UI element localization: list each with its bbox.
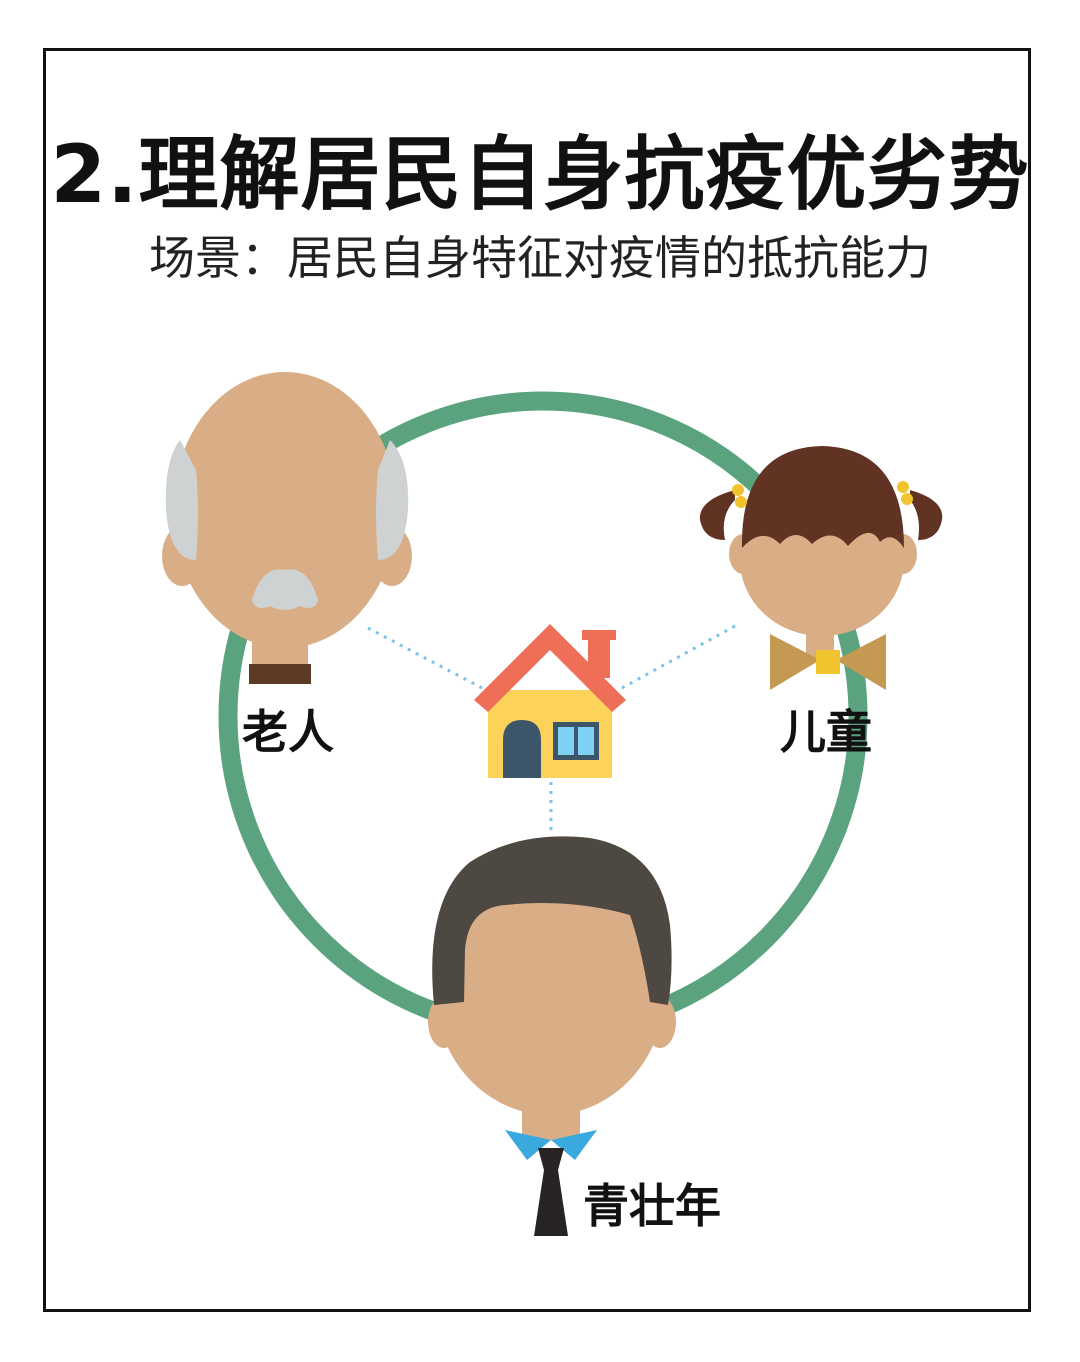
label-elder: 老人 [242, 705, 334, 759]
elder-avatar-icon [162, 372, 412, 684]
border-frame [43, 48, 1031, 1312]
connector-lines [367, 624, 736, 832]
page-title: 2.理解居民自身抗疫优劣势 [50, 128, 1030, 221]
label-child: 儿童 [780, 705, 872, 759]
label-adult: 青壮年 [583, 1179, 721, 1233]
page-subtitle: 场景：居民自身特征对疫情的抵抗能力 [149, 231, 931, 285]
adult-avatar-icon [428, 836, 676, 1236]
child-avatar-icon [699, 446, 943, 690]
house-icon [474, 624, 626, 778]
